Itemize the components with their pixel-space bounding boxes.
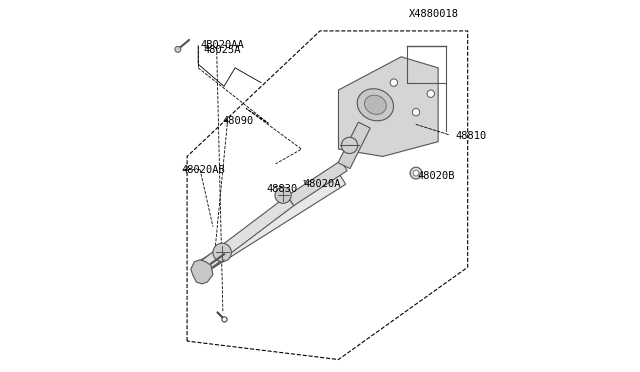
Circle shape [412, 109, 420, 116]
Text: 4B020AA: 4B020AA [200, 39, 244, 49]
Polygon shape [338, 122, 371, 169]
Circle shape [222, 317, 227, 322]
Text: 48020B: 48020B [418, 171, 455, 181]
Circle shape [175, 46, 181, 52]
Ellipse shape [357, 89, 394, 121]
Circle shape [213, 243, 232, 262]
Polygon shape [191, 260, 213, 284]
Polygon shape [339, 57, 438, 157]
Text: 48090: 48090 [222, 116, 253, 126]
Text: 48020A: 48020A [303, 179, 341, 189]
Circle shape [413, 170, 419, 176]
Polygon shape [198, 173, 346, 273]
Circle shape [390, 79, 397, 86]
Text: X4880018: X4880018 [408, 9, 458, 19]
Polygon shape [196, 196, 294, 274]
Ellipse shape [365, 95, 387, 115]
Text: 48810: 48810 [456, 131, 487, 141]
Circle shape [427, 90, 435, 97]
Text: 48830: 48830 [266, 184, 298, 193]
Text: 48025A: 48025A [204, 45, 241, 55]
Circle shape [410, 167, 422, 179]
Text: 48020AB: 48020AB [182, 166, 225, 176]
Circle shape [275, 187, 291, 203]
Circle shape [341, 137, 358, 154]
Polygon shape [287, 161, 348, 206]
